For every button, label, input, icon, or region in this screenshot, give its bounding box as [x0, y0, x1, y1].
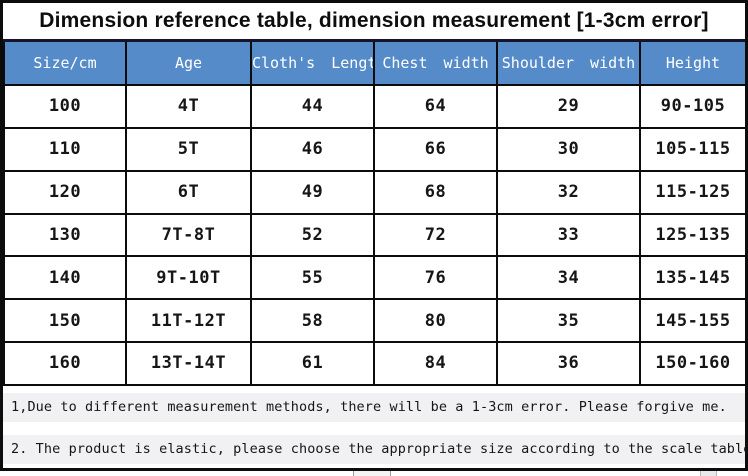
table-cell: 36 — [496, 341, 641, 386]
table-cell: 58 — [250, 298, 375, 344]
column-header: Cloth's Length — [250, 42, 375, 86]
size-table-header-row: Size/cm Age Cloth's Length Chest width Shoul… — [3, 42, 747, 86]
column-header: Age — [125, 42, 252, 86]
table-cell: 115-125 — [639, 169, 747, 215]
cropped-cell-stub — [700, 471, 717, 476]
table-cell: 140 — [3, 255, 127, 301]
table-cell: 9T-10T — [125, 255, 252, 301]
table-cell: 120 — [3, 169, 127, 215]
size-table: Size/cm Age Cloth's Length Chest width Shoul… — [3, 42, 747, 386]
notes-section: 1,Due to different measurement methods, … — [3, 385, 748, 468]
table-cell: 64 — [373, 84, 498, 129]
table-row: 120 6T 49 68 32 115-125 — [3, 169, 747, 215]
table-cell: 13T-14T — [125, 341, 252, 386]
table-cell: 55 — [250, 255, 375, 301]
table-cell: 84 — [373, 341, 498, 386]
table-row: 100 4T 44 64 29 90-105 — [3, 84, 747, 129]
table-cell: 6T — [125, 169, 252, 215]
table-cell: 35 — [496, 298, 641, 344]
table-row: 130 7T-8T 52 72 33 125-135 — [3, 212, 747, 258]
table-row: 160 13T-14T 61 84 36 150-160 — [3, 341, 747, 386]
table-cell: 72 — [373, 212, 498, 258]
table-cell: 46 — [250, 126, 375, 172]
column-header: Height — [639, 42, 747, 86]
table-row: 150 11T-12T 58 80 35 145-155 — [3, 298, 747, 344]
table-cell: 125-135 — [639, 212, 747, 258]
column-header: Shoulder width — [496, 42, 641, 86]
table-cell: 34 — [496, 255, 641, 301]
table-cell: 32 — [496, 169, 641, 215]
page-title: Dimension reference table, dimension mea… — [39, 9, 709, 32]
table-cell: 33 — [496, 212, 641, 258]
table-cell: 150-160 — [639, 341, 747, 386]
table-cell: 160 — [3, 341, 127, 386]
table-cell: 29 — [496, 84, 641, 129]
table-cell: 68 — [373, 169, 498, 215]
table-cell: 61 — [250, 341, 375, 386]
table-cell: 80 — [373, 298, 498, 344]
table-cell: 135-145 — [639, 255, 747, 301]
column-header: Size/cm — [3, 42, 127, 86]
title-bar: Dimension reference table, dimension mea… — [3, 3, 745, 42]
table-cell: 90-105 — [639, 84, 747, 129]
table-cell: 11T-12T — [125, 298, 252, 344]
column-header: Chest width — [373, 42, 498, 86]
note-elastic-sizing: 2. The product is elastic, please choose… — [3, 434, 748, 464]
table-cell: 5T — [125, 126, 252, 172]
table-row: 110 5T 46 66 30 105-115 — [3, 126, 747, 172]
table-cell: 4T — [125, 84, 252, 129]
table-cell: 7T-8T — [125, 212, 252, 258]
cropped-cell-stub — [353, 471, 391, 476]
table-cell: 30 — [496, 126, 641, 172]
note-measurement-error: 1,Due to different measurement methods, … — [3, 392, 745, 422]
table-cell: 49 — [250, 169, 375, 215]
table-cell: 130 — [3, 212, 127, 258]
table-row: 140 9T-10T 55 76 34 135-145 — [3, 255, 747, 301]
table-cell: 52 — [250, 212, 375, 258]
cropped-next-section — [0, 471, 748, 476]
table-cell: 145-155 — [639, 298, 747, 344]
table-cell: 105-115 — [639, 126, 747, 172]
table-cell: 110 — [3, 126, 127, 172]
size-table-body: 100 4T 44 64 29 90-105 110 5T 46 66 30 105-115 120 6T… — [3, 84, 747, 386]
table-cell: 76 — [373, 255, 498, 301]
table-cell: 100 — [3, 84, 127, 129]
table-cell: 44 — [250, 84, 375, 129]
table-cell: 150 — [3, 298, 127, 344]
table-cell: 66 — [373, 126, 498, 172]
